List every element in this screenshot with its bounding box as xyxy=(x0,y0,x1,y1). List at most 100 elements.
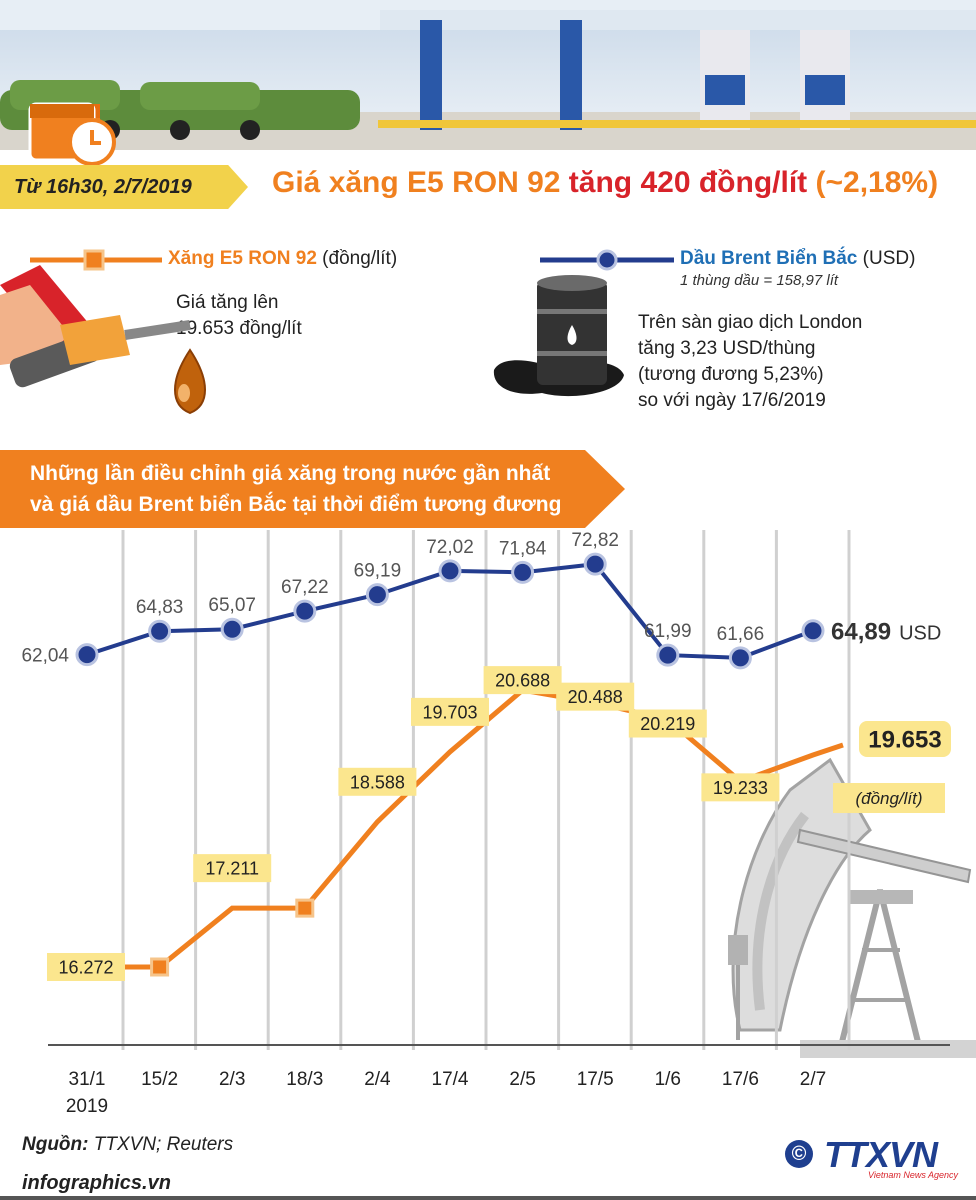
gas-legend-unit: (đồng/lít) xyxy=(322,248,398,269)
headline-product: Giá xăng E5 RON 92 xyxy=(272,166,561,199)
gas-value-box xyxy=(193,854,272,883)
oil-value-label: 65,07 xyxy=(208,595,256,616)
x-tick-label: 2/5 xyxy=(509,1069,535,1090)
oil-unit-label: USD xyxy=(899,623,941,645)
oil-value-label: 61,66 xyxy=(717,624,765,645)
gas-series-labels: 16.272 17.211 18.588 19.703 20.688 20.488 20.2… xyxy=(47,666,951,981)
oil-point xyxy=(365,583,389,607)
oil-point xyxy=(75,643,99,667)
gas-legend: Xăng E5 RON 92 (đồng/lít) xyxy=(168,248,397,270)
x-tick-label: 18/3 xyxy=(286,1069,323,1090)
gas-value-label: 19.653 xyxy=(868,727,941,754)
gas-unit-box xyxy=(833,783,945,814)
x-tick-label: 17/6 xyxy=(722,1069,759,1090)
headline: Giá xăng E5 RON 92 tăng 420 đồng/lít (~2… xyxy=(272,166,938,200)
gas-value-box xyxy=(859,721,951,758)
gas-series-points xyxy=(150,898,315,977)
oil-note-line3: (tương đương 5,23%) xyxy=(638,364,824,385)
oil-point xyxy=(728,646,752,670)
gas-unit-label: (đồng/lít) xyxy=(855,789,922,808)
x-tick-label: 2/3 xyxy=(219,1069,245,1090)
headline-increase: tăng 420 đồng/lít xyxy=(568,166,808,199)
oil-value-label: 64,89 USD xyxy=(831,619,941,646)
brand-logo: TTXVN xyxy=(824,1134,938,1175)
gas-legend-marker xyxy=(30,249,162,271)
oil-value-label: 64,83 xyxy=(136,597,184,618)
date-tag-text: Từ 16h30, 2/7/2019 xyxy=(14,176,192,198)
oil-value-label: 71,84 xyxy=(499,538,547,559)
gas-value-box xyxy=(338,767,417,796)
x-tick-label: 17/5 xyxy=(577,1069,614,1090)
gas-value-box xyxy=(628,709,707,738)
section-title-line2: và giá dầu Brent biển Bắc tại thời điểm … xyxy=(30,493,562,516)
oil-value-label: 72,82 xyxy=(571,530,619,551)
gas-legend-name: Xăng E5 RON 92 xyxy=(168,248,317,269)
gas-value-box xyxy=(47,953,125,981)
x-tick-label: 31/1 xyxy=(69,1069,106,1090)
oil-series-labels: 62,04 64,83 65,07 67,22 69,19 72,02 71,84 72,82… xyxy=(21,530,941,667)
footer-site[interactable]: infographics.vn xyxy=(22,1172,171,1194)
source-label: Nguồn: xyxy=(22,1134,89,1155)
headline-percent: (~2,18%) xyxy=(815,166,939,199)
gas-value-label: 16.272 xyxy=(58,957,113,977)
gas-point xyxy=(150,957,170,977)
oil-point xyxy=(801,619,825,643)
gas-value-box xyxy=(411,697,489,726)
source-text: TTXVN; Reuters xyxy=(93,1134,234,1155)
gas-value-box xyxy=(483,666,562,695)
x-tick-label: 2/4 xyxy=(364,1069,391,1090)
gas-value-label: 20.688 xyxy=(495,671,550,691)
oil-value-label: 69,19 xyxy=(354,561,402,582)
date-tag: Từ 16h30, 2/7/2019 xyxy=(0,165,248,209)
gas-point xyxy=(295,898,315,918)
footer-bar xyxy=(0,1196,976,1200)
oil-note-line2: tăng 3,23 USD/thùng xyxy=(638,338,816,359)
oil-legend-marker xyxy=(540,249,674,271)
oil-note: Trên sàn giao dịch London tăng 3,23 USD/… xyxy=(638,310,862,414)
gas-value-box xyxy=(556,682,635,711)
gas-value-label: 19.703 xyxy=(422,702,477,722)
oil-value-label: 72,02 xyxy=(426,537,474,558)
oil-point xyxy=(220,617,244,641)
oil-legend: Dầu Brent Biển Bắc (USD) xyxy=(680,248,915,270)
section-title-line1: Những lần điều chỉnh giá xăng trong nước… xyxy=(30,462,551,485)
gas-value-label: 18.588 xyxy=(350,772,405,792)
gas-note: Giá tăng lên 19.653 đồng/lít xyxy=(176,290,302,342)
copyright-icon: © xyxy=(785,1140,813,1168)
gas-value-box xyxy=(701,773,780,802)
calendar-clock-icon xyxy=(28,102,116,166)
x-tick-label: 2/7 xyxy=(800,1069,826,1090)
oil-value-label: 61,99 xyxy=(644,621,692,642)
x-tick-sublabel: 2019 xyxy=(66,1096,108,1117)
oil-point xyxy=(583,552,607,576)
gas-series-line xyxy=(87,687,844,970)
line-chart: 31/1 2019 15/2 2/3 18/3 2/4 17/4 2/5 17/5 1/6 17/6… xyxy=(21,530,976,1117)
oil-series-points xyxy=(75,552,825,670)
x-axis-labels: 31/1 2019 15/2 2/3 18/3 2/4 17/4 2/5 17/5 1/6 17/6… xyxy=(66,1069,826,1117)
oil-legend-unit: (USD) xyxy=(862,248,916,269)
section-banner: Những lần điều chỉnh giá xăng trong nước… xyxy=(0,450,625,528)
gas-value-label: 20.488 xyxy=(568,687,623,707)
gas-value-label: 20.219 xyxy=(640,714,695,734)
gas-station-photo xyxy=(0,0,976,150)
oil-point xyxy=(148,619,172,643)
x-tick-label: 17/4 xyxy=(432,1069,469,1090)
gas-note-line1: Giá tăng lên xyxy=(176,292,279,313)
oil-point xyxy=(438,559,462,583)
x-tick-label: 15/2 xyxy=(141,1069,178,1090)
oil-barrel-note: 1 thùng dầu = 158,97 lít xyxy=(680,272,839,289)
gas-value-label: 19.233 xyxy=(713,778,768,798)
oil-value-label: 67,22 xyxy=(281,577,329,598)
brand-subtitle: Vietnam News Agency xyxy=(868,1170,959,1180)
x-tick-label: 1/6 xyxy=(655,1069,681,1090)
oil-point xyxy=(656,643,680,667)
gas-note-line2: 19.653 đồng/lít xyxy=(176,318,302,339)
oil-value-label: 62,04 xyxy=(21,646,69,667)
oil-point xyxy=(511,560,535,584)
oil-point xyxy=(293,599,317,623)
footer-source: Nguồn: TTXVN; Reuters xyxy=(22,1134,233,1156)
oil-legend-name: Dầu Brent Biển Bắc xyxy=(680,248,858,269)
fuel-nozzle-icon xyxy=(0,265,206,415)
oil-barrel-icon xyxy=(493,275,624,397)
oil-note-line1: Trên sàn giao dịch London xyxy=(638,312,863,333)
